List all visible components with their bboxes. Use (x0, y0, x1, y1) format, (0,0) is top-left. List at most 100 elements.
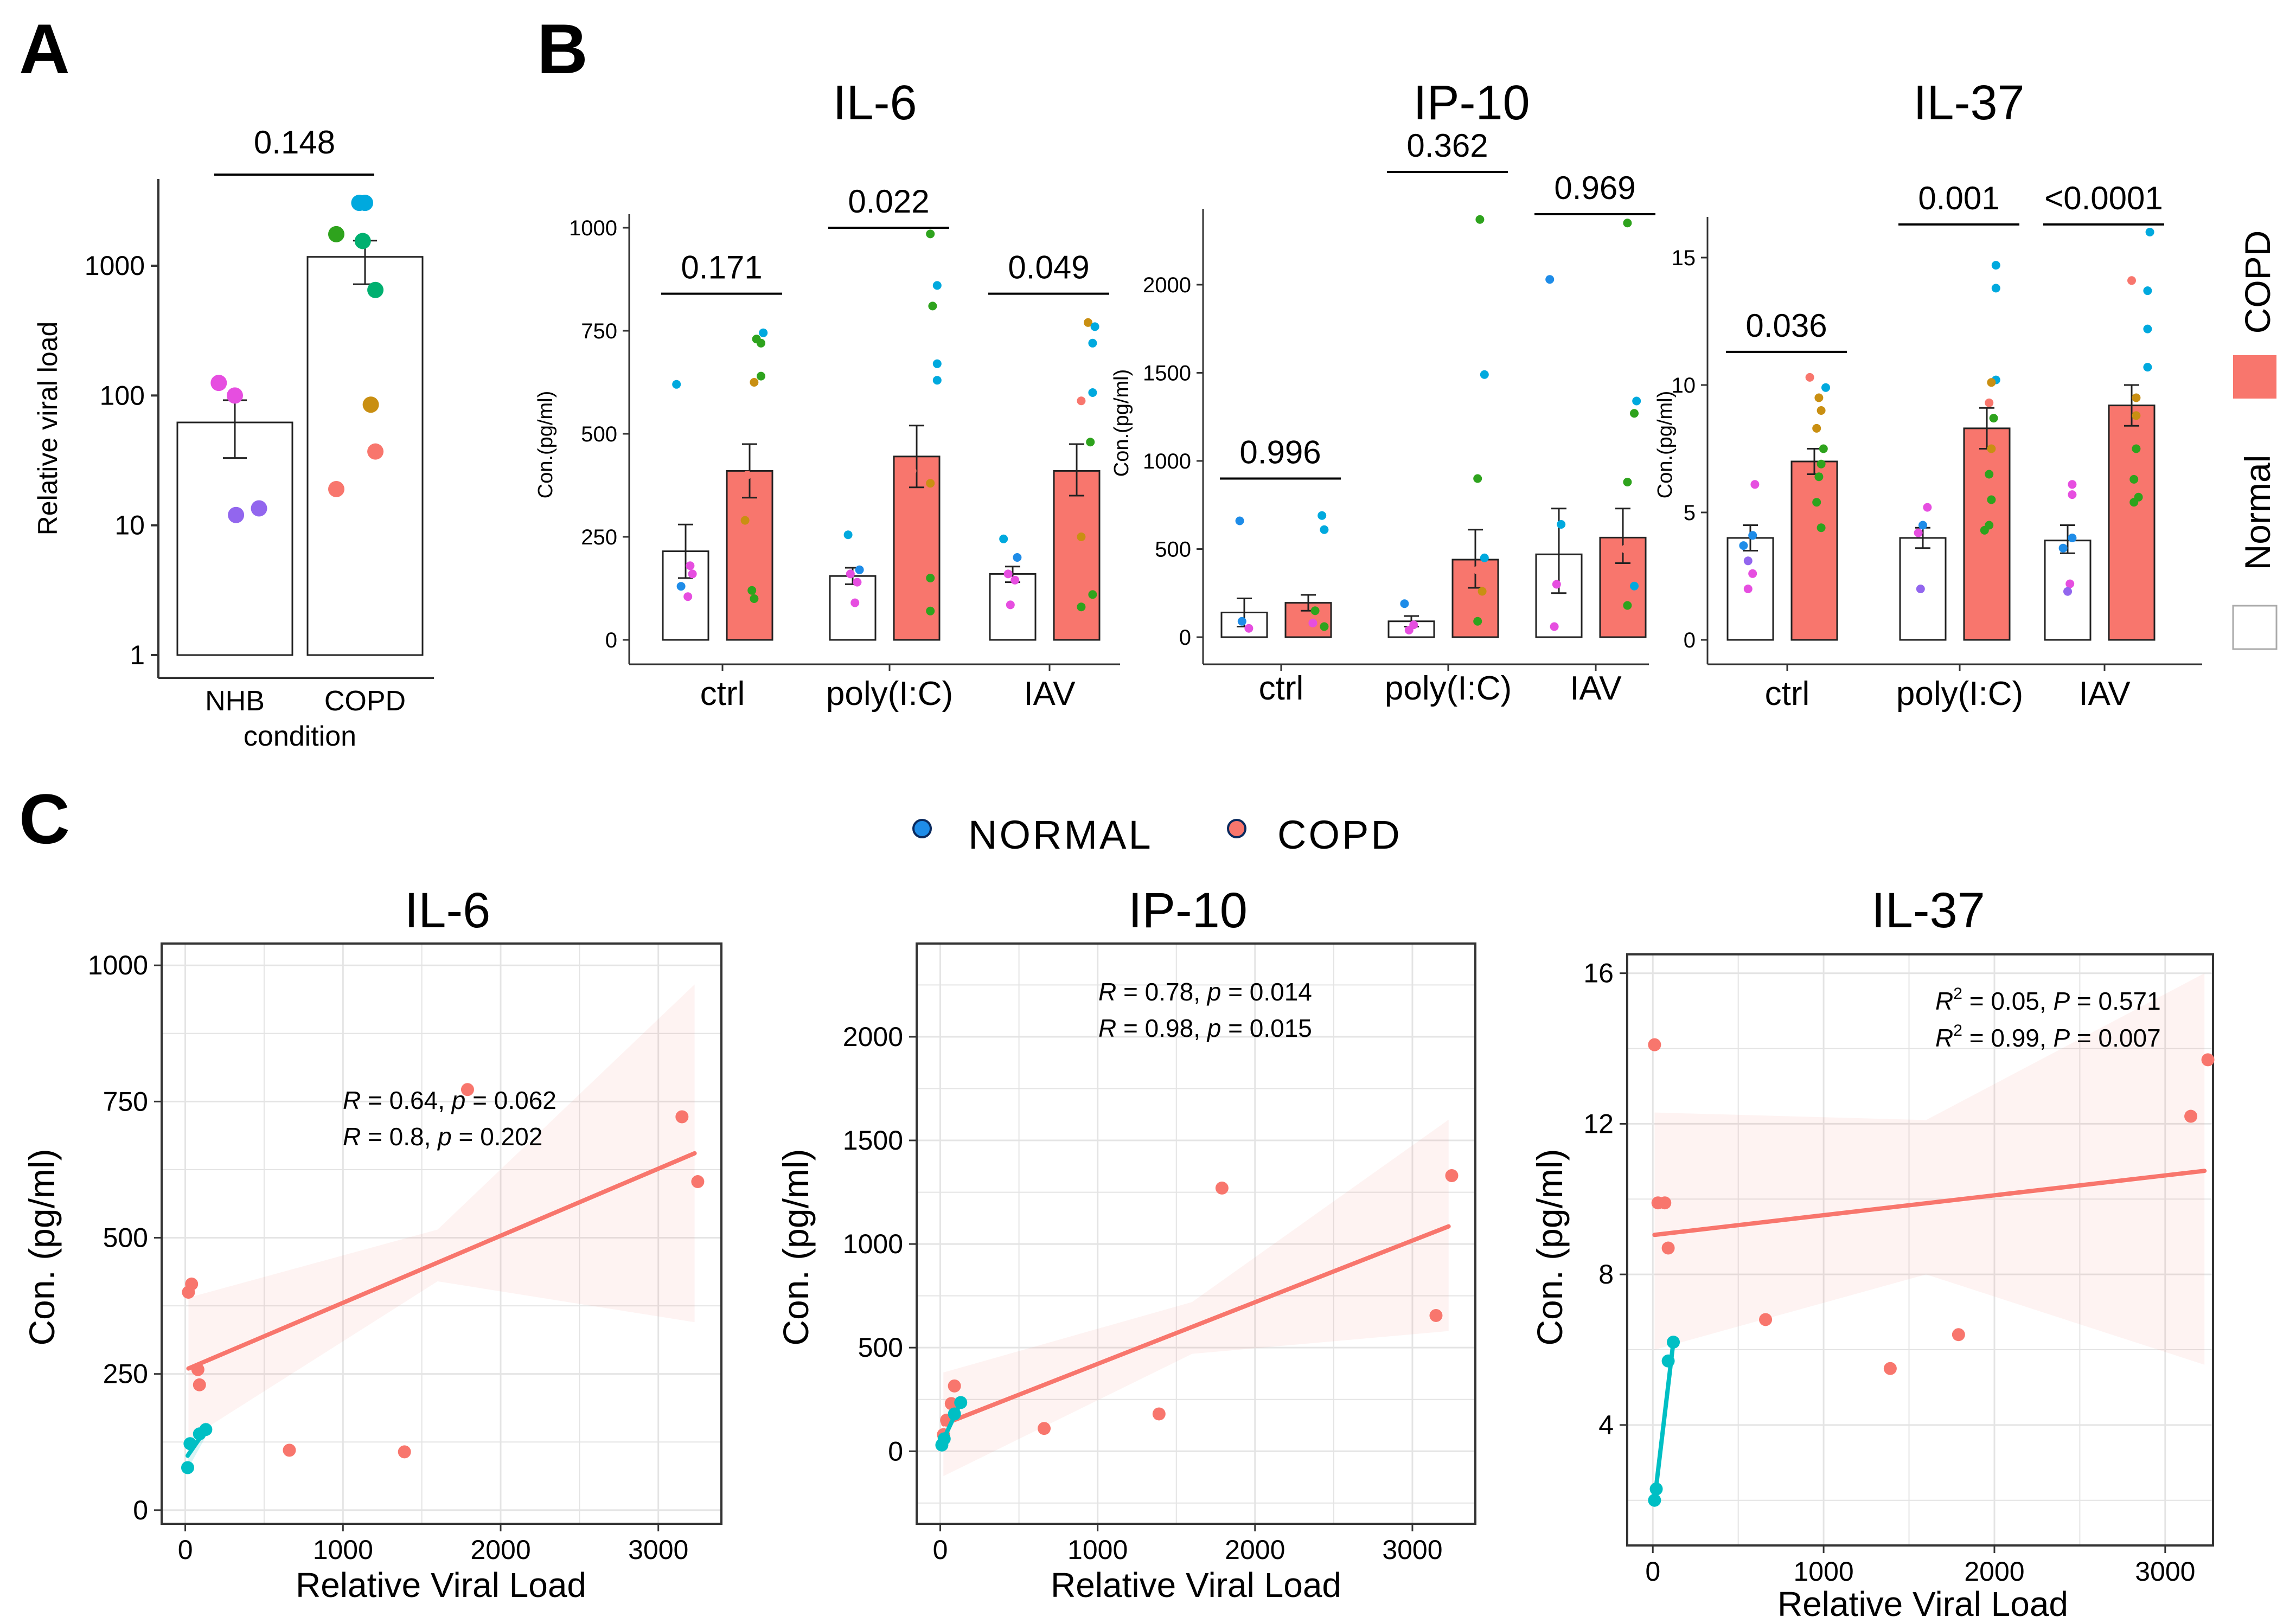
panel-b-ip10-point (1623, 478, 1632, 486)
panel-b-il6-ytick-label: 750 (581, 319, 617, 343)
panel-c-il37-point-copd (2184, 1109, 2198, 1123)
panel-c-ip10-point-copd (1445, 1169, 1459, 1182)
panel-c-il37-fit-line-normal (1652, 1340, 1676, 1503)
panel-a-chart: Relative viral load NHB COPD condition 0… (33, 124, 406, 752)
panel-b-ip10-point (1480, 553, 1489, 562)
panel-b-il6-point (932, 376, 942, 385)
panel-b-ip10-xtick-polyic: poly(I:C) (1385, 670, 1512, 707)
panel-b-il37-point (2068, 534, 2077, 542)
panel-b-il6-point (672, 380, 681, 389)
panel-b-ip10-title: IP-10 (1413, 76, 1530, 130)
panel-c-ip10-xtick-label: 2000 (1225, 1535, 1285, 1565)
panel-c-il37-plot-area (1627, 954, 2213, 1545)
panel-b-ip10-point (1320, 622, 1329, 631)
panel-c-il6-point-copd (191, 1363, 204, 1376)
panel-a-point (354, 233, 371, 249)
panel-b-il37-point (2063, 587, 2072, 596)
panel-b-il37-bar-copd (1963, 427, 2011, 641)
panel-b-il37-bar-copd (2108, 405, 2156, 641)
panel-c-il37-point-normal (1667, 1336, 1680, 1349)
panel-c-il6-point-copd (283, 1444, 296, 1457)
panel-b-ip10-pvalue: 0.362 (1406, 127, 1488, 164)
panel-b-ip10-point (1630, 409, 1639, 418)
panel-b-il6-chart: IL-6 Con.(pg/ml) ctrl poly(I:C) IAV (534, 76, 1076, 713)
panel-c-il37-border (1626, 953, 2214, 1547)
panel-c-il6-ytick-label: 500 (103, 1223, 148, 1253)
panel-b-il6-pvalue: 0.022 (848, 183, 929, 220)
legend-b-normal-label: Normal (2237, 455, 2278, 570)
panel-c-il6-ytick-label: 250 (103, 1359, 148, 1389)
panel-c-ip10-plot-area (917, 944, 1475, 1524)
panel-c-il37-point-copd (1883, 1362, 1897, 1375)
panel-b-il6-point (757, 338, 765, 348)
panel-b-il6-point (1070, 544, 1079, 554)
panel-b-il6-point (1090, 322, 1099, 331)
panel-b-il37-point (1743, 556, 1753, 566)
panel-b-ip10-point (1320, 525, 1329, 534)
panel-c-il37-xtick-label: 1000 (1793, 1556, 1853, 1587)
panel-a-xtick-nhb: NHB (205, 685, 265, 717)
panel-b-ip10-point (1244, 624, 1253, 633)
panel-b-il37-ytick-label: 15 (1672, 246, 1696, 270)
panel-c-il6-ylabel: Con. (pg/ml) (22, 1149, 62, 1345)
panel-b-ip10-point (1235, 516, 1244, 525)
panel-c-il6-xtick-label: 2000 (470, 1535, 530, 1565)
panel-b-ip10-point (1404, 626, 1414, 634)
panel-b-il37-ylabel: Con.(pg/ml) (1654, 391, 1677, 499)
panel-b-ip10-point (1623, 219, 1632, 228)
panel-c-il37-point-copd (2201, 1053, 2215, 1067)
panel-c-ip10-point-copd (1152, 1407, 1166, 1421)
panel-b-il37-point (1812, 498, 1821, 507)
panel-c-il37-ytick-label: 4 (1598, 1410, 1614, 1440)
panel-c-il37-normal-stat: R2 = 0.99, P = 0.007 (1935, 1022, 2161, 1052)
panel-c-il6-normal-stat: R = 0.8, p = 0.202 (343, 1122, 542, 1151)
panel-b-il6-point (907, 466, 917, 476)
panel-c-ip10-point-copd (1215, 1181, 1229, 1195)
panel-b-il6-title: IL-6 (833, 76, 917, 130)
panel-b-ip10-point (1480, 370, 1489, 379)
panel-c-il37-xtick-label: 2000 (1964, 1556, 2024, 1587)
panel-b-il6-point (750, 594, 759, 603)
panel-b-il6-point (1077, 602, 1086, 612)
legend-b-normal-swatch (2232, 605, 2278, 650)
panel-c-ip10-point-normal (937, 1432, 951, 1446)
panel-b-il6-point (676, 582, 686, 591)
panel-c-il6-point-copd (193, 1378, 206, 1391)
panel-b-il37-point (1819, 444, 1828, 453)
panel-b-il6-point (1013, 553, 1022, 562)
panel-c-il6-ytick-label: 750 (103, 1086, 148, 1117)
panel-b-il37-point (1987, 444, 1996, 453)
panel-b-il6-bar-copd (1053, 470, 1101, 641)
panel-a-ytick-label: 1000 (85, 251, 145, 281)
panel-c-ip10-ci-band-copd (943, 1119, 1449, 1477)
panel-b-ip10-point (1475, 215, 1485, 224)
panel-b-il37-point (2068, 490, 2077, 499)
panel-c-il37-point-copd (1658, 1196, 1672, 1210)
panel-b-il37-point (1916, 585, 1925, 593)
panel-b-il37-point (1923, 503, 1932, 512)
panel-b-il37-point (1985, 470, 1994, 479)
panel-letter-a: A (19, 9, 70, 88)
panel-c-il37-xtick-label: 0 (1645, 1556, 1660, 1587)
panel-b-il37-point (1814, 472, 1824, 482)
panel-b-il6-point (926, 229, 935, 239)
panel-b-il37-point (1821, 383, 1830, 392)
panel-b-il37-point (1750, 480, 1760, 489)
panel-b-il6-point (926, 479, 935, 488)
panel-c-il6-point-copd (675, 1110, 689, 1124)
panel-c-ip10-point-copd (948, 1379, 961, 1393)
panel-c-il6-point-normal (181, 1461, 194, 1474)
panel-a-point (357, 195, 373, 211)
panel-b-il6-point (1086, 438, 1095, 447)
panel-a-point (362, 396, 379, 413)
panel-c-il37-chart: IL-37 Relative Viral Load Con. (pg/ml) (1530, 883, 2068, 1623)
panel-b-ip10-point (1557, 520, 1566, 529)
panel-c-il6-copd-stat: R = 0.64, p = 0.062 (343, 1086, 557, 1114)
panel-b-ip10-point (1550, 622, 1559, 631)
panel-c-ip10-marks: 0 1000 2000 3000 0 500 1000 1500 2000 (843, 942, 1476, 1565)
legend-b-copd-label: COPD (2237, 230, 2278, 334)
panel-b-ip10-ytick-label: 1000 (1143, 450, 1191, 473)
panel-b-il37-pvalue: <0.0001 (2044, 180, 2163, 216)
panel-b-ip10-point (1623, 601, 1632, 610)
panel-b-il37-point (1748, 531, 1757, 540)
